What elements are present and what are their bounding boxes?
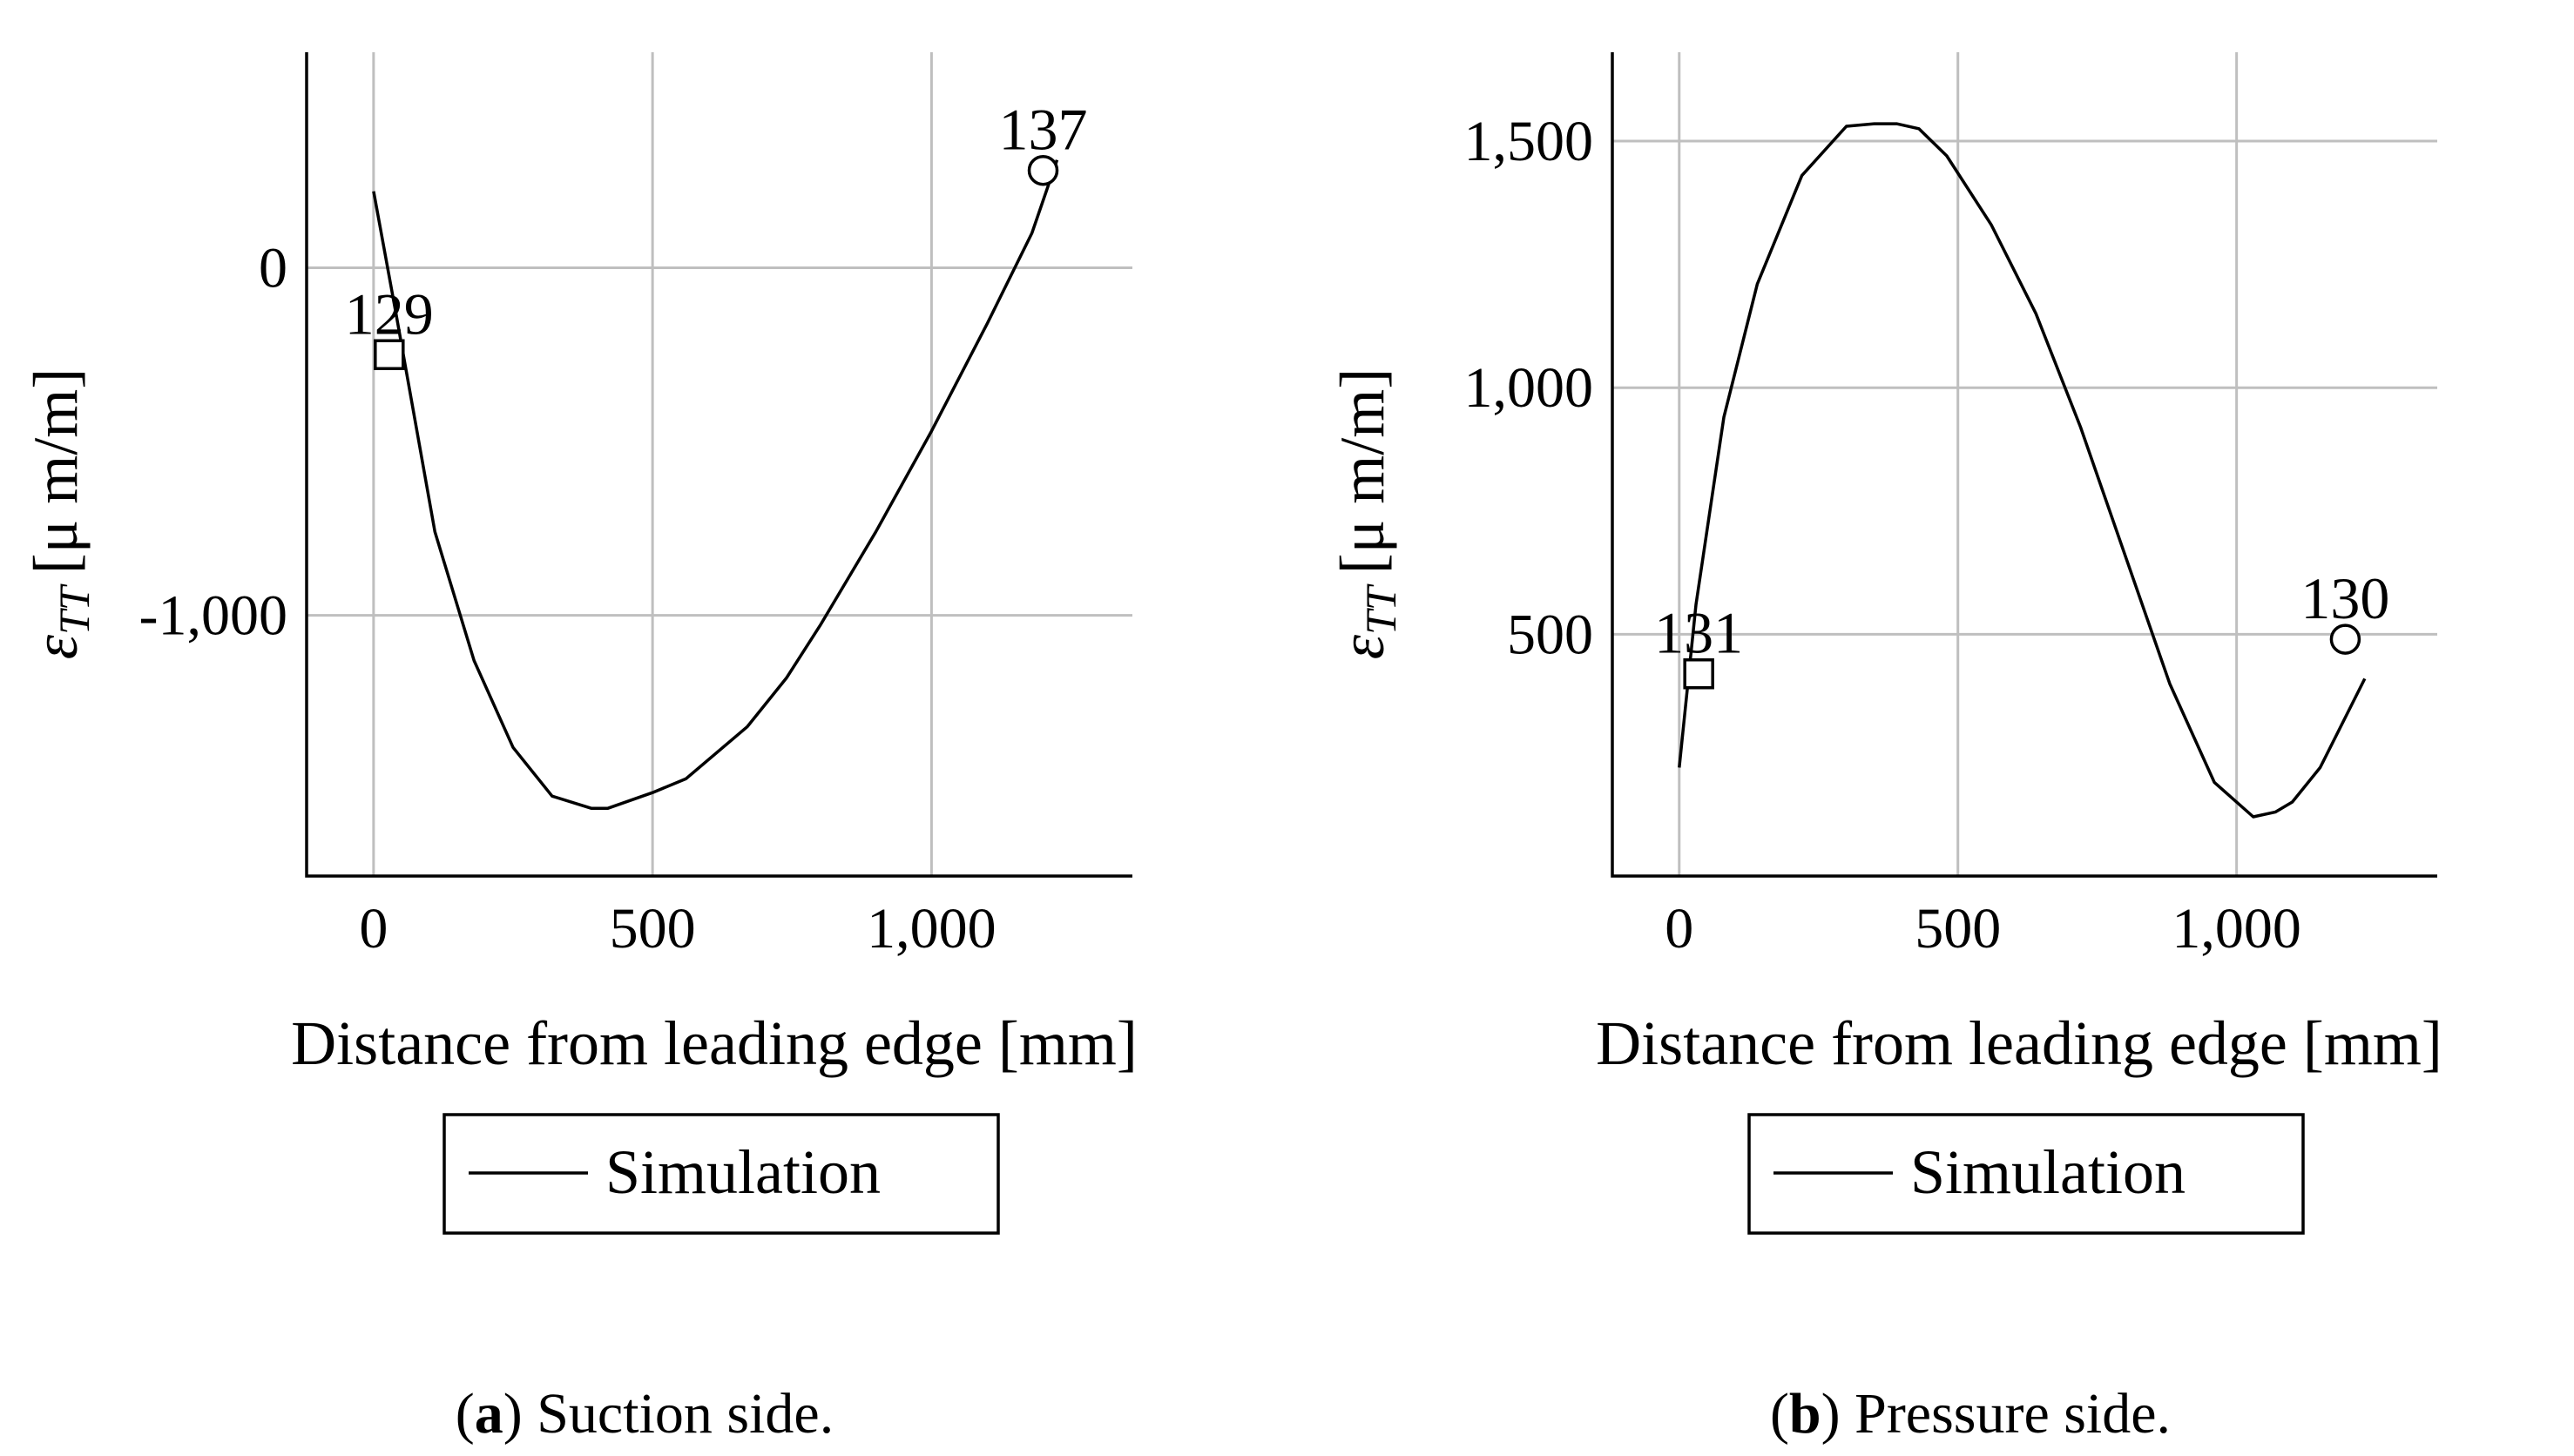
panel-a-legend-label: Simulation [605,1137,881,1207]
panel-b-x-axis-label: Distance from leading edge [mm] [1596,1008,2442,1078]
panel-b-ylabel-subscript: TT [1356,583,1405,635]
panel-b-ylabel-epsilon: ε [1328,634,1397,659]
panel-b-caption: (b) Pressure side. [1770,1382,2171,1446]
panel-b-marker-circle [2329,624,2361,655]
panel-a-marker-label-137: 137 [999,97,1088,163]
panel-a-caption: (a) Suction side. [456,1382,834,1446]
panel-b: 131 130 0 500 1,000 500 1,000 1,500 Dist… [1328,52,2442,1446]
panel-a-ytick-label: -1,000 [139,584,287,648]
panel-b-simulation-line [1678,122,2367,819]
panel-b-legend-label: Simulation [1910,1137,2186,1207]
panel-b-y-axis-label: εTT [μ m/m] [1328,368,1405,660]
panel-b-ytick-label: 1,500 [1464,110,1594,173]
panel-a-xtick-label: 0 [359,897,388,961]
panel-a-ylabel-unit: [μ m/m] [21,368,91,575]
panel-a-marker-circle [1027,154,1059,186]
panel-a-caption-text: ) Suction side. [503,1382,834,1446]
panel-a-xtick-label: 1,000 [867,897,996,961]
panel-a-marker-label-129: 129 [345,280,434,347]
panel-a: 129 137 0 500 1,000 0 -1,000 Distance fr… [21,52,1138,1446]
panel-b-caption-letter: b [1789,1382,1821,1446]
panel-b-xtick-label: 1,000 [2172,897,2301,961]
panel-b-xtick-label: 500 [1915,897,2001,961]
panel-b-ytick-label: 1,000 [1464,356,1594,420]
panel-a-ylabel-epsilon: ε [21,634,91,659]
panel-b-ytick-label: 500 [1507,603,1593,666]
panel-a-caption-letter: a [475,1382,503,1446]
panel-b-grid [1612,52,2437,876]
panel-b-axes [1611,52,2437,878]
panel-b-marker-square [1683,657,1714,690]
panel-a-y-axis-label: εTT [μ m/m] [21,368,98,660]
panel-b-ylabel-unit: [μ m/m] [1328,368,1397,575]
panel-a-xtick-label: 500 [610,897,696,961]
panel-a-grid [307,52,1132,876]
panel-a-axes [305,52,1132,878]
panel-a-x-axis-label: Distance from leading edge [mm] [291,1008,1138,1078]
panel-b-marker-label-130: 130 [2300,565,2389,631]
panel-b-marker-label-131: 131 [1654,600,1743,666]
panel-a-ytick-label: 0 [259,236,287,300]
panel-b-xtick-label: 0 [1665,897,1693,961]
panel-a-simulation-line [372,159,1059,810]
panel-a-marker-square [374,339,405,371]
panel-b-caption-text: ) Pressure side. [1821,1382,2171,1446]
panel-a-ylabel-subscript: TT [50,583,98,635]
